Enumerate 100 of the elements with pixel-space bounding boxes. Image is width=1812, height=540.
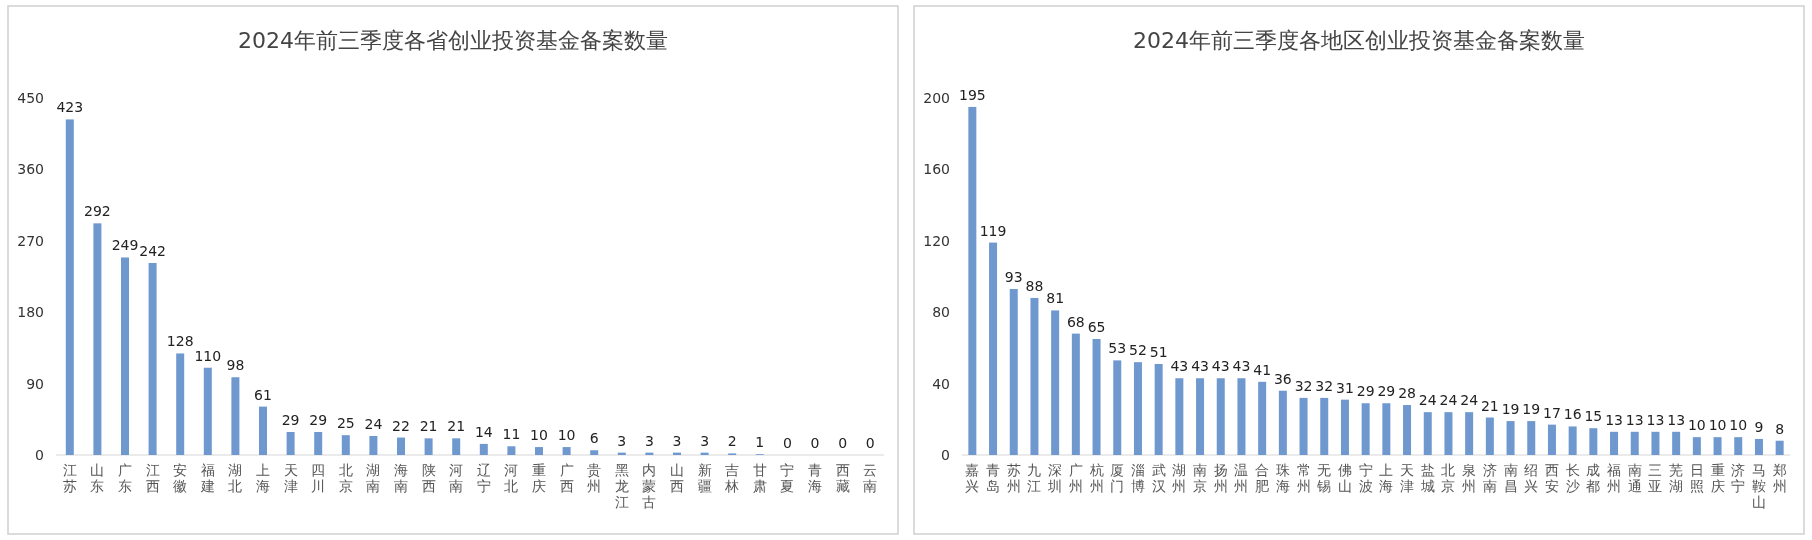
- x-tick-label: 北京: [1441, 462, 1456, 494]
- data-label: 43: [1211, 358, 1230, 375]
- bar: [1403, 405, 1412, 455]
- data-label: 41: [1253, 361, 1272, 378]
- bar: [1568, 426, 1577, 455]
- chart-title: 2024年前三季度各地区创业投资基金备案数量: [1133, 28, 1585, 53]
- bar: [1051, 310, 1060, 455]
- x-tick-label: 福州: [1607, 462, 1622, 494]
- bar: [1651, 431, 1660, 455]
- bar: [1258, 381, 1267, 455]
- x-tick-label: 上海: [1379, 462, 1394, 494]
- y-tick-label: 270: [17, 232, 44, 249]
- data-label: 1: [755, 434, 765, 451]
- x-tick-label: 青海: [808, 462, 822, 494]
- x-tick-label: 云南: [863, 462, 878, 494]
- x-tick-label: 马鞍山: [1751, 462, 1766, 510]
- bar: [590, 450, 599, 455]
- data-label: 10: [1687, 417, 1706, 434]
- x-tick-label: 山西: [670, 462, 684, 494]
- data-label: 21: [447, 418, 466, 435]
- data-label: 10: [530, 427, 548, 444]
- bar: [1030, 297, 1039, 455]
- x-tick-label: 海南: [394, 462, 408, 494]
- data-label: 43: [1191, 358, 1209, 375]
- bar: [231, 377, 240, 455]
- x-tick-label: 辽宁: [476, 462, 491, 494]
- data-label: 51: [1149, 343, 1168, 360]
- data-label: 81: [1046, 290, 1065, 307]
- data-label: 68: [1066, 313, 1085, 330]
- data-label: 29: [1377, 383, 1396, 400]
- x-tick-label: 青岛: [986, 462, 1001, 494]
- bar: [424, 438, 433, 455]
- bar: [1154, 363, 1163, 455]
- data-label: 36: [1273, 370, 1292, 387]
- x-tick-label: 嘉兴: [965, 462, 980, 494]
- data-label: 17: [1543, 404, 1561, 421]
- data-label: 19: [1501, 401, 1520, 418]
- data-label: 0: [865, 435, 875, 451]
- x-tick-label: 内蒙古: [642, 462, 657, 510]
- x-tick-label: 长沙: [1565, 462, 1580, 494]
- x-tick-label: 湖州: [1172, 462, 1187, 494]
- data-label: 24: [1439, 392, 1458, 409]
- x-tick-label: 深圳: [1047, 462, 1063, 494]
- data-label: 0: [810, 435, 820, 451]
- y-tick-label: 160: [923, 161, 950, 178]
- x-tick-label: 济宁: [1731, 462, 1746, 494]
- data-label: 119: [979, 222, 1007, 239]
- bar: [1361, 403, 1370, 455]
- x-tick-label: 常州: [1296, 462, 1311, 494]
- data-label: 292: [84, 203, 111, 220]
- x-tick-label: 江苏: [62, 462, 77, 494]
- bar: [148, 263, 157, 455]
- x-tick-label: 武汉: [1151, 462, 1166, 494]
- data-label: 249: [111, 237, 139, 254]
- x-tick-label: 宁夏: [780, 462, 795, 494]
- x-tick-label: 天津: [283, 462, 298, 494]
- x-tick-label: 山东: [90, 462, 105, 494]
- y-tick-label: 120: [923, 232, 950, 249]
- data-label: 21: [419, 418, 438, 435]
- x-tick-label: 福建: [199, 462, 215, 494]
- x-tick-label: 上海: [256, 462, 270, 494]
- y-tick-label: 180: [17, 304, 44, 321]
- bar: [65, 119, 74, 455]
- y-tick-label: 200: [923, 90, 950, 106]
- bar: [1320, 397, 1329, 455]
- x-tick-label: 盐城: [1419, 462, 1435, 494]
- y-tick-label: 40: [932, 375, 950, 392]
- bar: [1175, 378, 1184, 455]
- bar: [1299, 397, 1308, 455]
- data-label: 53: [1108, 340, 1127, 357]
- data-label: 16: [1563, 406, 1582, 423]
- x-tick-label: 厦门: [1110, 462, 1125, 494]
- data-label: 10: [557, 427, 576, 444]
- data-label: 3: [672, 432, 682, 449]
- bar: [1713, 437, 1722, 455]
- data-label: 8: [1775, 420, 1785, 437]
- data-label: 3: [644, 432, 654, 449]
- x-tick-label: 西藏: [835, 462, 850, 494]
- x-tick-label: 三亚: [1648, 462, 1663, 494]
- data-label: 13: [1625, 411, 1644, 428]
- bar: [1547, 424, 1556, 455]
- data-label: 3: [617, 432, 627, 449]
- x-tick-label: 成都: [1586, 462, 1601, 494]
- bar: [1092, 338, 1101, 455]
- chart-title: 2024年前三季度各省创业投资基金备案数量: [238, 28, 668, 53]
- data-label: 19: [1522, 401, 1541, 418]
- x-tick-label: 苏州: [1006, 462, 1021, 494]
- bar: [369, 435, 378, 455]
- x-tick-label: 西安: [1544, 462, 1559, 494]
- data-label: 110: [194, 347, 222, 364]
- x-tick-label: 河北: [504, 462, 519, 494]
- bar: [1423, 412, 1432, 455]
- bar: [1444, 412, 1453, 455]
- x-tick-label: 九江: [1027, 462, 1042, 494]
- x-tick-label: 济南: [1482, 462, 1497, 494]
- data-label: 0: [782, 435, 792, 451]
- data-label: 22: [392, 417, 410, 434]
- data-label: 52: [1129, 342, 1147, 359]
- bar: [1133, 362, 1142, 455]
- bar: [1340, 399, 1349, 455]
